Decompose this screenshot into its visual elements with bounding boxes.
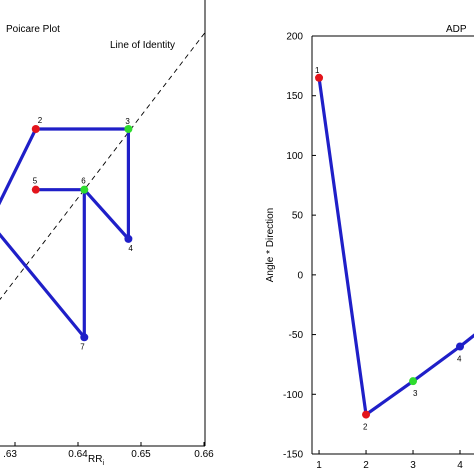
poincare-plot: Poicare Plot .63 0.64 0.65 0.66 RRi Line of… xyxy=(0,0,214,467)
poincare-point-6 xyxy=(80,185,89,194)
adp-series: 1 2 3 4 xyxy=(315,66,474,432)
poincare-x-tick-label: 0.65 xyxy=(131,449,151,460)
poincare-point-label-7: 7 xyxy=(80,342,85,351)
poincare-x-ticks: .63 0.64 0.65 0.66 xyxy=(3,442,214,460)
adp-series-line xyxy=(317,77,474,417)
adp-title: ADP xyxy=(446,24,467,35)
poincare-x-tick-label: .63 xyxy=(3,449,17,460)
poincare-point-label-3: 3 xyxy=(125,117,130,126)
poincare-x-label-main: RR xyxy=(88,454,102,465)
adp-y-tick-label: 200 xyxy=(286,32,303,43)
adp-chart: ADP 200 150 100 50 0 -50 -100 -150 1 2 3 4 Angle *… xyxy=(265,24,474,471)
adp-y-tick-label: 0 xyxy=(297,270,303,281)
adp-point-4 xyxy=(456,342,465,351)
poincare-x-label-sub: i xyxy=(102,460,104,467)
poincare-point-7 xyxy=(80,333,89,342)
adp-y-ticks: 200 150 100 50 0 -50 -100 -150 xyxy=(283,32,316,461)
identity-line xyxy=(0,31,205,301)
poincare-title: Poicare Plot xyxy=(6,24,60,35)
poincare-point-label-6: 6 xyxy=(81,177,86,186)
adp-x-tick-label: 2 xyxy=(363,460,369,471)
adp-point-1 xyxy=(315,73,324,82)
poincare-x-tick-label: 0.64 xyxy=(68,449,88,460)
adp-y-tick-label: -150 xyxy=(283,450,303,461)
adp-point-label-3: 3 xyxy=(413,389,418,398)
poincare-x-tick-label: 0.66 xyxy=(194,449,214,460)
adp-y-tick-label: 150 xyxy=(286,91,303,102)
poincare-point-4 xyxy=(124,234,133,243)
adp-point-2 xyxy=(362,410,371,419)
identity-line-label: Line of Identity xyxy=(110,40,175,51)
adp-y-tick-label: 100 xyxy=(286,151,303,162)
poincare-point-label-4: 4 xyxy=(128,244,133,253)
poincare-point-2 xyxy=(31,125,40,133)
poincare-point-5 xyxy=(31,185,40,194)
adp-point-3 xyxy=(409,377,418,386)
adp-x-ticks: 1 2 3 4 xyxy=(316,450,463,471)
adp-point-label-1: 1 xyxy=(315,66,320,75)
adp-point-label-2: 2 xyxy=(363,423,368,432)
adp-point-label-4: 4 xyxy=(457,355,462,364)
adp-x-tick-label: 1 xyxy=(316,460,322,471)
poincare-point-3 xyxy=(124,125,133,133)
poincare-series-line xyxy=(0,127,130,339)
poincare-point-label-5: 5 xyxy=(33,177,38,186)
adp-y-tick-label: -100 xyxy=(283,390,303,401)
poincare-x-label: RRi xyxy=(88,454,104,467)
adp-x-tick-label: 4 xyxy=(457,460,463,471)
adp-y-label: Angle * Direction xyxy=(265,208,276,282)
adp-y-tick-label: -50 xyxy=(289,330,304,341)
poincare-point-label-2: 2 xyxy=(38,116,43,125)
poincare-series: 2 3 4 5 6 7 xyxy=(0,116,133,351)
adp-y-tick-label: 50 xyxy=(292,211,304,222)
adp-x-tick-label: 3 xyxy=(410,460,416,471)
